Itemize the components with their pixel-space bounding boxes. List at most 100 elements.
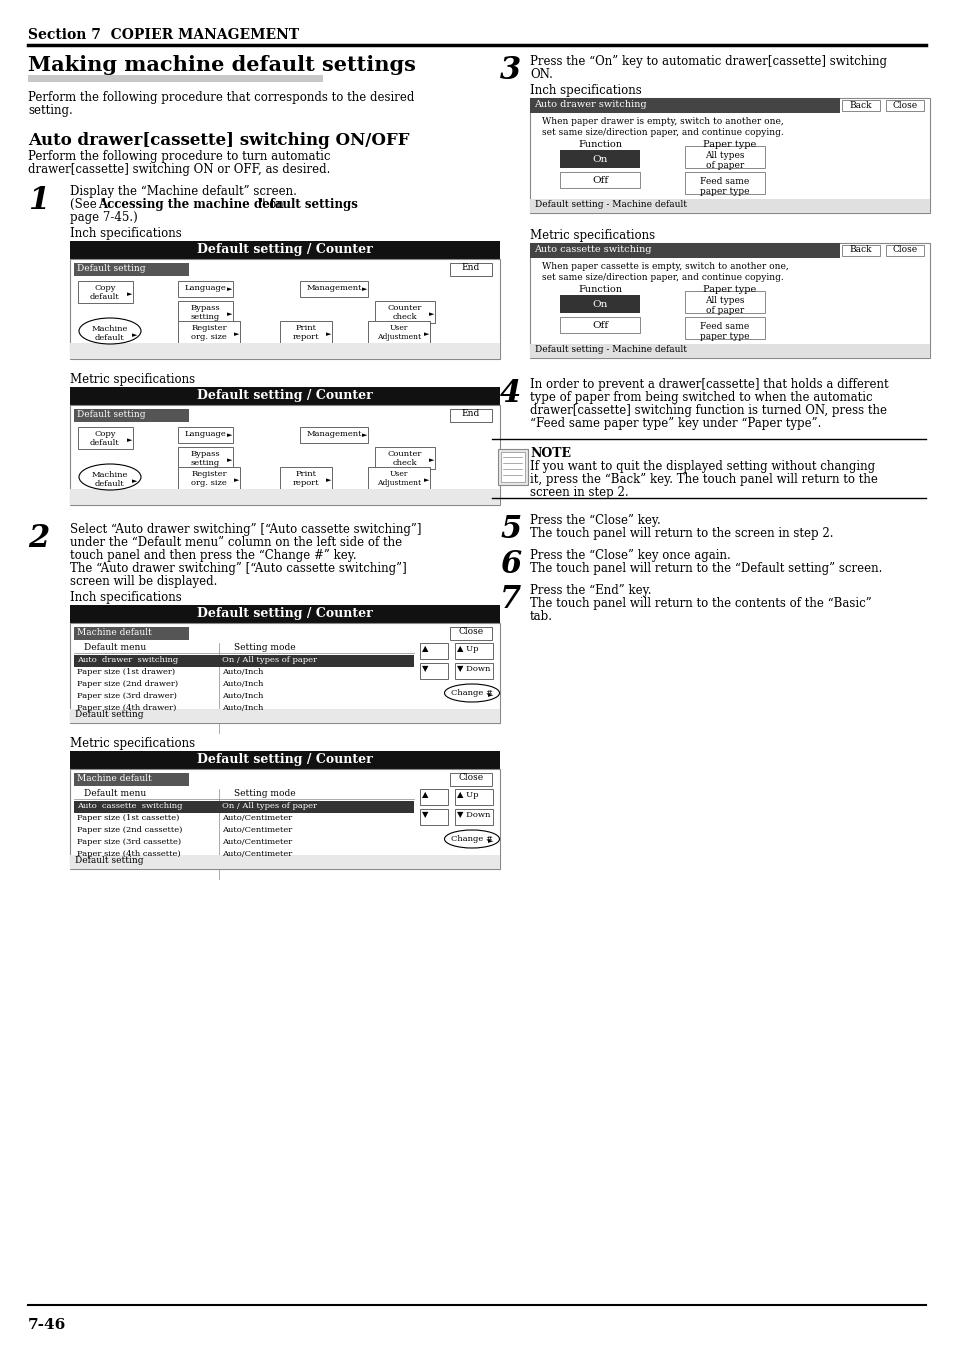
Bar xyxy=(841,245,879,255)
Text: set same size/direction paper, and continue copying.: set same size/direction paper, and conti… xyxy=(541,128,783,136)
Text: ▼: ▼ xyxy=(421,665,428,673)
Bar xyxy=(450,773,492,786)
Text: Machine
default: Machine default xyxy=(91,326,128,342)
Text: Setting mode: Setting mode xyxy=(233,789,295,798)
Text: Back: Back xyxy=(849,246,871,254)
Text: Auto  cassette  switching: Auto cassette switching xyxy=(77,802,182,811)
Bar xyxy=(885,245,923,255)
Text: Close: Close xyxy=(891,246,917,254)
Text: When paper cassette is empty, switch to another one,: When paper cassette is empty, switch to … xyxy=(541,262,788,272)
Text: Metric specifications: Metric specifications xyxy=(70,738,195,750)
Text: ►: ► xyxy=(423,330,429,338)
Text: ►: ► xyxy=(361,431,367,439)
Text: Auto/Inch: Auto/Inch xyxy=(222,704,263,712)
Bar xyxy=(70,623,499,723)
Text: Default setting / Counter: Default setting / Counter xyxy=(197,389,373,403)
Bar xyxy=(70,405,499,505)
Text: it, press the “Back” key. The touch panel will return to the: it, press the “Back” key. The touch pane… xyxy=(530,473,877,486)
Text: Default setting / Counter: Default setting / Counter xyxy=(197,243,373,255)
Bar xyxy=(497,449,527,485)
Text: 1: 1 xyxy=(28,185,50,216)
Text: 7-46: 7-46 xyxy=(28,1319,66,1332)
Ellipse shape xyxy=(79,463,141,490)
Text: 2: 2 xyxy=(28,523,50,554)
Bar xyxy=(419,643,448,659)
Bar xyxy=(70,769,499,869)
Text: Metric specifications: Metric specifications xyxy=(530,230,655,242)
Bar xyxy=(455,643,493,659)
Text: ►: ► xyxy=(488,838,493,844)
Bar xyxy=(178,322,240,343)
Text: Paper size (4th drawer): Paper size (4th drawer) xyxy=(77,704,176,712)
Text: NOTE: NOTE xyxy=(530,447,571,459)
Text: Auto/Centimeter: Auto/Centimeter xyxy=(222,825,292,834)
Text: Bypass
setting: Bypass setting xyxy=(190,304,219,322)
Bar xyxy=(78,427,132,449)
Bar xyxy=(178,301,233,323)
Bar xyxy=(299,281,368,297)
Text: ►: ► xyxy=(233,330,239,338)
Bar xyxy=(450,263,492,276)
Bar xyxy=(70,240,499,259)
Bar xyxy=(70,709,499,723)
Text: ▲: ▲ xyxy=(421,644,428,653)
Text: Press the “On” key to automatic drawer[cassette] switching: Press the “On” key to automatic drawer[c… xyxy=(530,55,886,68)
Text: All types
of paper: All types of paper xyxy=(704,296,744,315)
Text: ►: ► xyxy=(233,476,239,484)
Text: set same size/direction paper, and continue copying.: set same size/direction paper, and conti… xyxy=(541,273,783,282)
Bar xyxy=(74,655,414,667)
Text: ►: ► xyxy=(429,309,434,317)
Text: 3: 3 xyxy=(499,55,520,86)
Bar xyxy=(178,281,233,297)
Text: Bypass
setting: Bypass setting xyxy=(190,450,219,467)
Text: Feed same
paper type: Feed same paper type xyxy=(700,322,749,342)
Text: Print
report: Print report xyxy=(293,324,319,342)
Text: Off: Off xyxy=(591,176,607,185)
Text: Management: Management xyxy=(306,284,361,292)
Text: The touch panel will return to the contents of the “Basic”: The touch panel will return to the conte… xyxy=(530,597,871,611)
Text: ►: ► xyxy=(423,476,429,484)
Text: Default setting: Default setting xyxy=(75,857,143,865)
Bar xyxy=(419,789,448,805)
Text: Feed same
paper type: Feed same paper type xyxy=(700,177,749,196)
Bar xyxy=(74,409,189,422)
Text: Default setting / Counter: Default setting / Counter xyxy=(197,607,373,620)
Text: Machine
default: Machine default xyxy=(91,471,128,488)
Text: ►: ► xyxy=(361,285,367,293)
Bar xyxy=(70,605,499,623)
Bar xyxy=(559,295,639,313)
Text: type of paper from being switched to when the automatic: type of paper from being switched to whe… xyxy=(530,390,872,404)
Text: Close: Close xyxy=(891,100,917,109)
Text: On / All types of paper: On / All types of paper xyxy=(222,802,316,811)
Text: ▲: ▲ xyxy=(421,790,428,798)
Text: On: On xyxy=(592,300,607,309)
Bar xyxy=(70,259,499,359)
Text: Inch specifications: Inch specifications xyxy=(70,590,182,604)
Bar xyxy=(368,322,430,343)
Bar xyxy=(450,409,492,422)
Bar xyxy=(280,467,332,489)
Bar xyxy=(530,199,929,213)
Bar xyxy=(419,809,448,825)
Text: Paper size (2nd drawer): Paper size (2nd drawer) xyxy=(77,680,178,688)
Ellipse shape xyxy=(444,830,499,848)
Text: drawer[cassette] switching function is turned ON, press the: drawer[cassette] switching function is t… xyxy=(530,404,886,417)
Text: Default setting - Machine default: Default setting - Machine default xyxy=(535,200,686,209)
Text: ►: ► xyxy=(227,309,233,317)
Text: ▼ Down: ▼ Down xyxy=(456,665,490,673)
Bar xyxy=(74,773,189,786)
Text: End: End xyxy=(461,409,479,419)
Text: Paper size (3rd drawer): Paper size (3rd drawer) xyxy=(77,692,176,700)
Text: Default menu: Default menu xyxy=(84,789,146,798)
Text: Inch specifications: Inch specifications xyxy=(70,227,182,240)
Bar xyxy=(70,343,499,359)
Text: Auto drawer switching: Auto drawer switching xyxy=(534,100,646,109)
Bar xyxy=(530,243,929,358)
Bar xyxy=(70,489,499,505)
Text: ►: ► xyxy=(127,290,132,299)
Bar xyxy=(78,281,132,303)
Text: User
Adjustment: User Adjustment xyxy=(376,470,420,488)
Text: Paper type: Paper type xyxy=(702,285,756,295)
Bar xyxy=(530,243,840,258)
Bar xyxy=(530,345,929,358)
